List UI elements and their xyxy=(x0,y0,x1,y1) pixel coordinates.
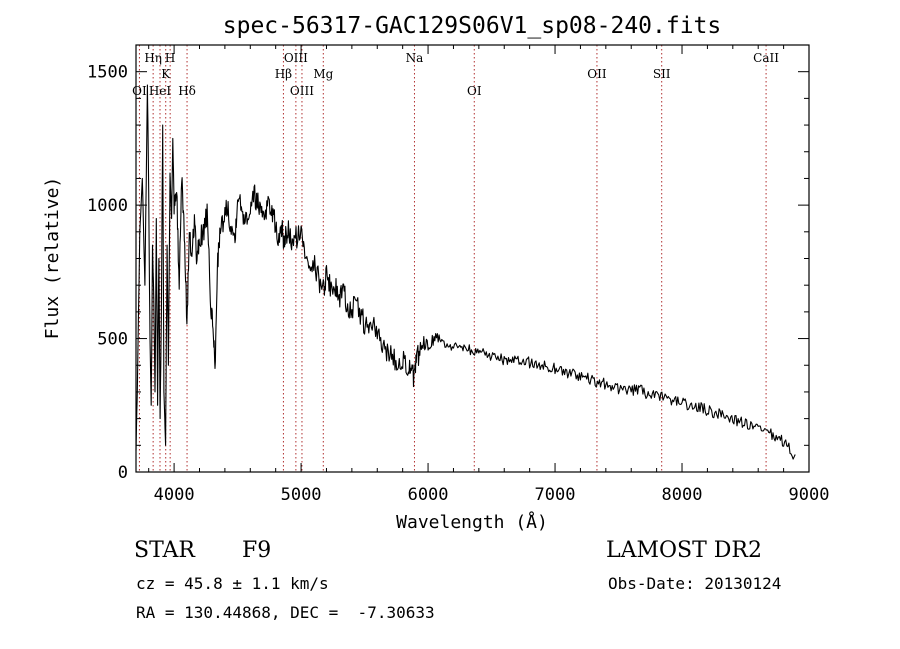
line-label: OIII xyxy=(284,51,308,65)
line-label: Hη xyxy=(144,51,162,65)
object-type: STAR xyxy=(134,538,195,563)
line-label: OI xyxy=(132,84,147,98)
line-label: OIII xyxy=(290,84,314,98)
observation-date: Obs-Date: 20130124 xyxy=(608,574,782,593)
y-tick-label: 500 xyxy=(97,330,128,350)
spectrum-line xyxy=(135,84,796,460)
y-axis: 0 500 1000 1500 xyxy=(87,63,809,483)
y-tick-label: 1500 xyxy=(87,63,128,83)
redshift-velocity: cz = 45.8 ± 1.1 km/s xyxy=(136,574,329,593)
object-subclass: F9 xyxy=(242,538,272,563)
line-label: CaII xyxy=(753,51,779,65)
y-tick-label: 1000 xyxy=(87,196,128,216)
line-label: Na xyxy=(406,51,424,65)
survey-name: LAMOST DR2 xyxy=(606,538,762,563)
line-label: Mg xyxy=(313,67,333,81)
x-axis: 4000 5000 6000 7000 8000 9000 xyxy=(148,45,830,505)
line-label: K xyxy=(161,67,171,81)
line-label: SII xyxy=(653,67,671,81)
sky-coordinates: RA = 130.44868, DEC = -7.30633 xyxy=(136,603,435,622)
emission-line-markers xyxy=(138,45,767,472)
line-label: H xyxy=(165,51,175,65)
line-label: Hβ xyxy=(275,67,292,81)
x-tick-label: 5000 xyxy=(281,485,322,505)
line-label: OII xyxy=(587,67,607,81)
line-label: OI xyxy=(467,84,482,98)
chart-title: spec-56317-GAC129S06V1_sp08-240.fits xyxy=(223,13,722,39)
x-tick-label: 4000 xyxy=(154,485,195,505)
x-axis-label: Wavelength (Å) xyxy=(396,511,548,533)
line-label: Hδ xyxy=(178,84,196,98)
plot-frame xyxy=(135,44,810,473)
emission-line-labels: OI Hη HeI KH Hδ Hβ OIII OIII Mg Na OI OII SII CaII xyxy=(132,51,779,98)
line-label: HeI xyxy=(149,84,172,98)
x-tick-label: 6000 xyxy=(408,485,449,505)
y-axis-label: Flux (relative) xyxy=(42,177,63,340)
x-tick-label: 7000 xyxy=(535,485,576,505)
y-tick-label: 0 xyxy=(118,463,128,483)
x-tick-label: 8000 xyxy=(662,485,703,505)
x-tick-label: 9000 xyxy=(789,485,830,505)
